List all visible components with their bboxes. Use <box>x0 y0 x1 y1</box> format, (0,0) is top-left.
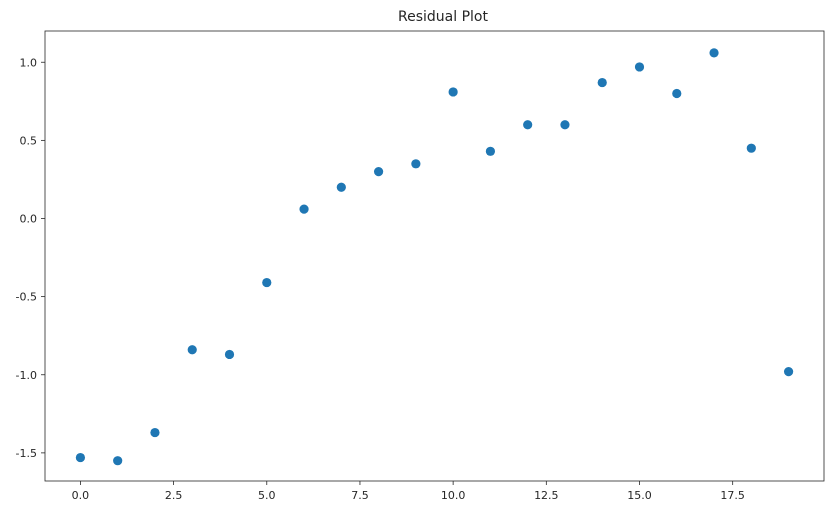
data-point <box>224 349 235 360</box>
y-tick-label: -1.0 <box>16 369 37 382</box>
data-point <box>485 146 496 156</box>
y-axis: -1.5 -1.0 -0.5 0.0 0.5 1.0 <box>16 56 45 460</box>
data-points <box>75 48 794 466</box>
y-tick-label: 0.0 <box>20 213 38 226</box>
x-tick-label: 0.0 <box>72 489 90 502</box>
data-point <box>783 367 794 377</box>
data-point <box>448 87 458 97</box>
y-tick-label: 0.5 <box>20 134 38 147</box>
data-point <box>336 182 346 192</box>
data-point <box>746 143 756 153</box>
data-point <box>523 120 533 130</box>
x-axis: 0.0 2.5 5.0 7.5 10.0 12.5 15.0 17.5 <box>72 481 745 502</box>
data-point <box>113 456 123 466</box>
x-tick-label: 5.0 <box>258 489 276 502</box>
data-point <box>187 345 197 355</box>
data-point <box>411 159 421 169</box>
data-point <box>560 120 570 130</box>
data-point <box>373 167 384 177</box>
chart-title: Residual Plot <box>398 9 488 25</box>
x-tick-label: 10.0 <box>441 489 466 502</box>
x-tick-label: 7.5 <box>351 489 369 502</box>
data-point <box>262 277 272 288</box>
plot-area-frame <box>44 30 825 482</box>
x-tick-label: 15.0 <box>627 489 652 502</box>
y-tick-label: -0.5 <box>16 291 37 304</box>
y-tick-label: 1.0 <box>20 56 38 69</box>
data-point <box>75 452 86 463</box>
x-tick-label: 2.5 <box>165 489 183 502</box>
y-tick-label: -1.5 <box>16 447 37 460</box>
data-point <box>299 204 309 214</box>
x-tick-label: 17.5 <box>720 489 745 502</box>
data-point <box>634 62 645 72</box>
x-tick-label: 12.5 <box>534 489 559 502</box>
data-point <box>597 77 607 88</box>
data-point <box>150 427 160 438</box>
data-point <box>672 88 682 99</box>
data-point <box>709 48 719 58</box>
